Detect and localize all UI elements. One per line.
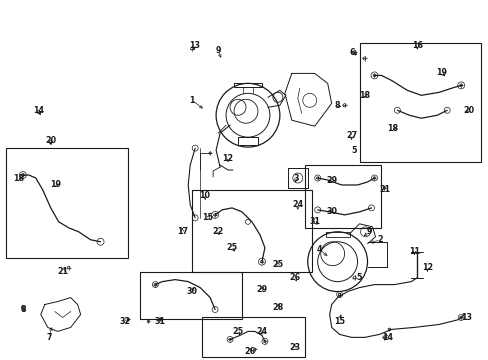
- Bar: [140, 272, 242, 319]
- Text: 17: 17: [176, 227, 187, 236]
- Text: 26: 26: [288, 273, 300, 282]
- Text: 5: 5: [351, 145, 357, 154]
- Text: 1: 1: [189, 96, 195, 105]
- Text: 10: 10: [199, 192, 210, 201]
- Text: 32: 32: [120, 317, 131, 326]
- Text: 19: 19: [435, 68, 446, 77]
- Text: 29: 29: [256, 285, 267, 294]
- Text: 29: 29: [325, 176, 337, 185]
- Text: 24: 24: [256, 327, 267, 336]
- Text: 11: 11: [408, 247, 419, 256]
- Bar: [202, 318, 304, 357]
- Text: 13: 13: [461, 313, 472, 322]
- Text: 18: 18: [386, 124, 397, 133]
- Text: 24: 24: [292, 201, 303, 210]
- Bar: [359, 42, 480, 162]
- Text: 18: 18: [358, 91, 369, 100]
- Text: 8: 8: [20, 305, 25, 314]
- Text: 15: 15: [333, 317, 345, 326]
- Text: 16: 16: [411, 41, 422, 50]
- Text: 14: 14: [381, 333, 392, 342]
- Text: 31: 31: [155, 317, 165, 326]
- Text: 31: 31: [308, 217, 320, 226]
- Text: 8: 8: [334, 101, 340, 110]
- Text: 6: 6: [349, 48, 355, 57]
- Text: 21: 21: [57, 267, 68, 276]
- Text: 28: 28: [272, 303, 283, 312]
- Bar: [6, 148, 128, 258]
- Text: 14: 14: [33, 106, 44, 115]
- Text: 18: 18: [13, 174, 24, 183]
- Text: 7: 7: [46, 333, 51, 342]
- Text: 3: 3: [292, 174, 298, 183]
- Text: 25: 25: [272, 260, 283, 269]
- Text: 9: 9: [215, 46, 221, 55]
- Text: 26: 26: [244, 347, 255, 356]
- Text: 23: 23: [288, 343, 300, 352]
- Text: 22: 22: [212, 227, 224, 236]
- Text: 30: 30: [186, 287, 197, 296]
- Text: 12: 12: [222, 154, 233, 163]
- Text: 4: 4: [316, 245, 322, 254]
- Text: 12: 12: [421, 263, 432, 272]
- Bar: [304, 165, 381, 228]
- Text: 9: 9: [366, 227, 371, 236]
- Text: 27: 27: [346, 131, 356, 140]
- Text: 20: 20: [463, 106, 474, 115]
- Text: 25: 25: [226, 243, 237, 252]
- Text: 15: 15: [202, 213, 213, 222]
- Text: 25: 25: [232, 327, 243, 336]
- Text: 5: 5: [356, 273, 362, 282]
- Text: 2: 2: [377, 235, 383, 244]
- Bar: [192, 190, 311, 272]
- Text: 20: 20: [45, 136, 56, 145]
- Text: 19: 19: [50, 180, 61, 189]
- Text: 30: 30: [325, 207, 336, 216]
- Text: 21: 21: [378, 185, 389, 194]
- Text: 13: 13: [188, 41, 199, 50]
